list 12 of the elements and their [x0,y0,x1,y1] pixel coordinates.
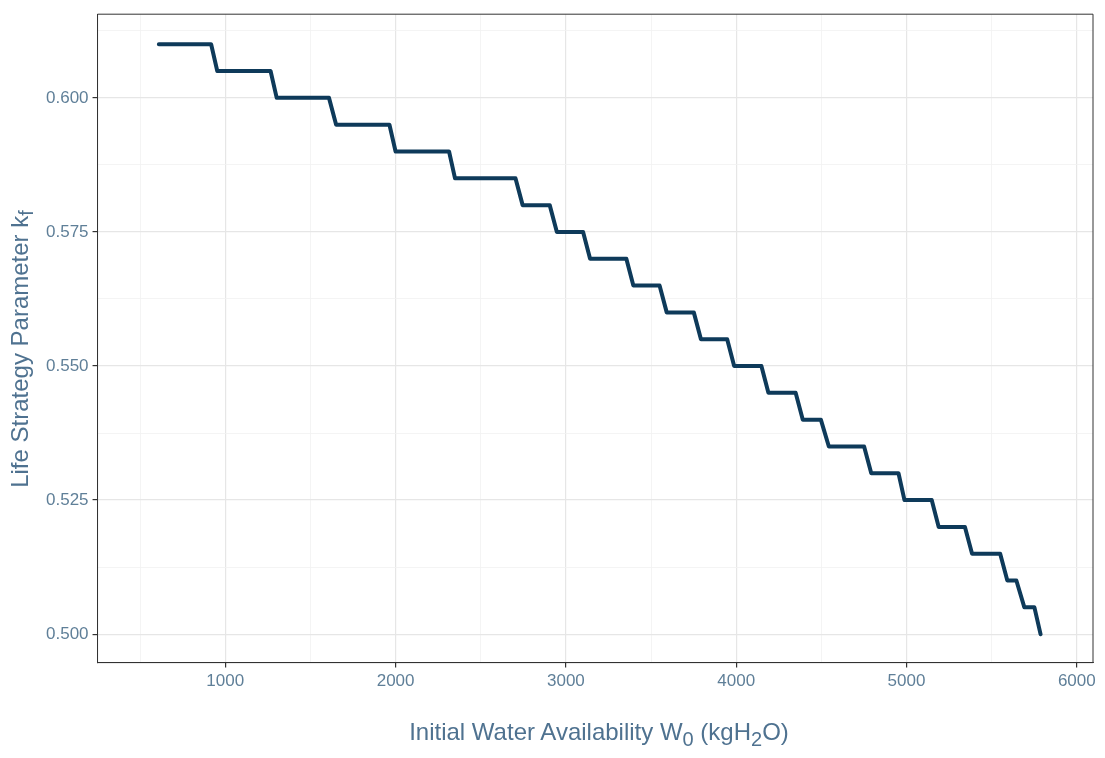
y-tick-label: 0.500 [45,623,89,643]
x-tick-label: 3000 [546,671,585,691]
y-tick-label: 0.550 [45,355,89,375]
x-tick-label: 6000 [1057,671,1096,691]
x-tick-label: 1000 [206,671,245,691]
x-axis-title: Initial Water Availability W$_{0}$ (kgH$_{2}$O) [408,718,790,751]
x-tick-label: 5000 [887,671,926,691]
y-tick-label: 0.575 [45,221,89,241]
y-tick-label: 0.600 [45,87,89,107]
x-tick-label: 2000 [376,671,415,691]
y-tick-label: 0.525 [45,489,89,509]
x-tick-label: 4000 [717,671,756,691]
